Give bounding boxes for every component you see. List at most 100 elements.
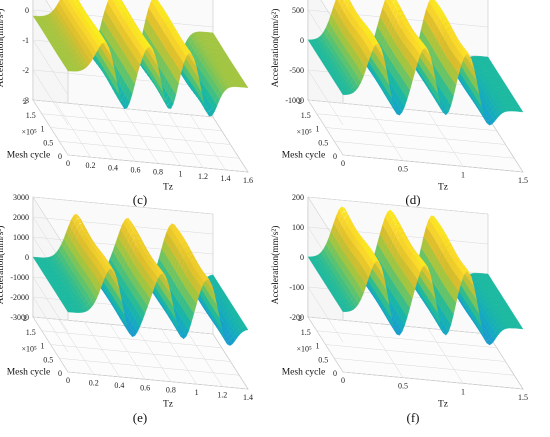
y-tick-label: 1.5 [301,111,311,120]
surface-patch [68,0,75,6]
x-tick-label: 0.5 [398,382,408,391]
surface-patch [390,0,396,3]
y-tick-label: 0.5 [43,138,53,147]
surface-patch [68,0,70,2]
z-gridline [32,39,69,96]
x-tick-label: 1 [179,170,183,179]
y-exponent-label: ×10⁵ [22,128,38,137]
y-tick-label: 2 [23,314,27,323]
y-tick-label: 1 [41,125,45,134]
surface-patch [337,0,341,3]
y-gridline [342,154,524,173]
surface-patch [419,260,426,268]
y-exponent-label: ×10⁵ [297,128,313,137]
z-tick-label: 0 [25,253,29,262]
surface-patch [186,76,193,90]
z-tick-label: 2000 [13,213,29,222]
surface-patch [209,281,215,295]
surface-patch [242,83,249,88]
surface-patch [343,0,350,7]
y-tick-label: 1.5 [301,328,311,337]
x-tick-label: 1 [461,170,465,179]
z-axis-label: Acceleration(mm/s²) [0,9,6,88]
z-gridline [32,196,214,215]
surface-patch [206,276,213,286]
y-gridline [316,113,497,131]
x-tick-label: 1.5 [518,176,528,185]
y-tick-label: 0 [333,369,337,378]
y-tick-label: 0.5 [43,355,53,364]
surface [32,0,249,117]
panel-d: 00.511.500.511.52-1000-50005001000TzMesh… [270,0,528,207]
surface-patch [342,0,346,2]
surface-patch [466,50,472,60]
surface-patch [117,0,124,5]
surface-patch [430,282,436,300]
y-tick-label: 2 [23,97,27,106]
x-tick-label: 0 [341,376,345,385]
x-axis-label: Tz [438,183,448,193]
surface-patch [425,263,431,275]
surface-patch [163,272,169,284]
z-gridline [32,276,69,333]
surface-patch [211,290,218,307]
y-axis-label: Mesh cycle [7,151,51,161]
surface-patch [468,273,475,288]
surface-patch [517,107,524,113]
y-gridline [334,141,515,159]
x-tick-label: 0.8 [166,386,176,395]
x-tick-label: 0 [66,376,70,385]
surface-patch [333,0,339,11]
x-tick-label: 1.6 [243,176,253,185]
x-tick-label: 1.4 [221,174,231,183]
surface-patch [463,50,470,55]
x-tick-label: 0.5 [398,165,408,174]
y-tick-label: 1.5 [26,328,36,337]
panel-caption: (c) [133,192,147,207]
surface-patch [468,55,475,70]
y-gridline [41,330,222,348]
y-tick-label: 1 [41,342,45,351]
surface-patch [466,270,472,285]
panel-caption: (f) [407,410,420,425]
surface-patch [471,283,477,301]
surface-patch [72,0,77,2]
z-tick-label: 0 [300,36,304,45]
x-tick-label: 1.4 [243,393,253,402]
y-tick-label: 0.5 [318,138,328,147]
x-tick-label: 0 [66,159,70,168]
y-tick-label: 0 [58,369,62,378]
surface-patch [461,49,467,58]
surface [307,0,524,126]
z-tick-label: 200 [292,193,304,202]
y-gridline [67,154,249,173]
y-gridline [325,344,506,362]
y-exponent-label: ×10⁵ [297,345,313,354]
x-axis-label: Tz [438,400,448,410]
x-axis-label: Tz [163,400,173,410]
y-tick-label: 2 [298,97,302,106]
x-tick-label: 0.6 [140,383,150,392]
y-tick-label: 1.5 [26,111,36,120]
surface-patch [157,269,164,275]
z-tick-label: -100 [289,283,304,292]
x-tick-label: 0.8 [153,168,163,177]
y-axis-label: Mesh cycle [282,151,326,161]
z-tick-label: -2000 [10,293,29,302]
x-tick-label: 0 [341,159,345,168]
x-tick-label: 0.4 [114,381,124,390]
y-gridline [342,371,524,390]
z-tick-label: -3000 [10,313,29,322]
z-tick-label: 3000 [13,193,29,202]
z-axis-label: Acceleration(mm/s²) [270,9,281,88]
z-tick-label: -1 [22,36,29,45]
z-tick-label: -2 [22,66,29,75]
surface [307,206,524,346]
y-gridline [67,371,249,390]
panel-caption: (d) [405,192,420,207]
z-tick-label: -3 [22,96,29,105]
y-exponent-label: ×10⁵ [22,345,38,354]
x-tick-label: 1.5 [518,393,528,402]
y-axis-label: Mesh cycle [282,368,326,378]
